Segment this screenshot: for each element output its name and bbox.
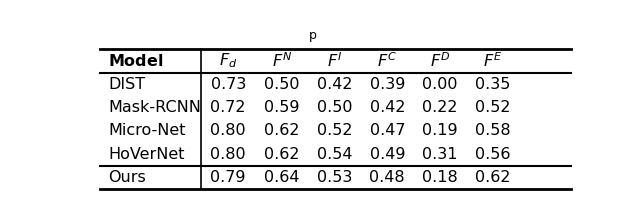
Text: 0.22: 0.22 <box>422 100 458 115</box>
Text: 0.62: 0.62 <box>475 170 511 185</box>
Text: 0.00: 0.00 <box>422 77 458 92</box>
Text: 0.79: 0.79 <box>211 170 246 185</box>
Text: 0.49: 0.49 <box>369 146 405 162</box>
Text: 0.50: 0.50 <box>317 100 352 115</box>
Text: 0.59: 0.59 <box>264 100 300 115</box>
Text: 0.64: 0.64 <box>264 170 300 185</box>
Text: 0.19: 0.19 <box>422 123 458 138</box>
Text: 0.58: 0.58 <box>475 123 511 138</box>
Text: 0.42: 0.42 <box>369 100 405 115</box>
Text: $\boldsymbol{F^E}$: $\boldsymbol{F^E}$ <box>483 52 502 70</box>
Text: $\boldsymbol{F^N}$: $\boldsymbol{F^N}$ <box>271 52 292 70</box>
Text: 0.80: 0.80 <box>211 123 246 138</box>
Text: 0.50: 0.50 <box>264 77 300 92</box>
Text: 0.53: 0.53 <box>317 170 352 185</box>
Text: $\boldsymbol{F^D}$: $\boldsymbol{F^D}$ <box>430 52 451 70</box>
Text: $\mathbf{Model}$: $\mathbf{Model}$ <box>108 53 163 69</box>
Text: 0.80: 0.80 <box>211 146 246 162</box>
Text: Micro-Net: Micro-Net <box>108 123 186 138</box>
Text: 0.56: 0.56 <box>475 146 511 162</box>
Text: 0.52: 0.52 <box>475 100 511 115</box>
Text: p: p <box>309 29 317 42</box>
Text: 0.73: 0.73 <box>211 77 246 92</box>
Text: 0.18: 0.18 <box>422 170 458 185</box>
Text: 0.72: 0.72 <box>211 100 246 115</box>
Text: HoVerNet: HoVerNet <box>108 146 184 162</box>
Text: $\boldsymbol{F^C}$: $\boldsymbol{F^C}$ <box>377 52 397 70</box>
Text: 0.48: 0.48 <box>369 170 405 185</box>
Text: 0.62: 0.62 <box>264 146 300 162</box>
Text: 0.39: 0.39 <box>369 77 405 92</box>
Text: 0.42: 0.42 <box>317 77 352 92</box>
Text: 0.31: 0.31 <box>422 146 458 162</box>
Text: 0.62: 0.62 <box>264 123 300 138</box>
Text: $\boldsymbol{F_d}$: $\boldsymbol{F_d}$ <box>219 52 237 70</box>
Text: Mask-RCNN: Mask-RCNN <box>108 100 201 115</box>
Text: 0.54: 0.54 <box>317 146 352 162</box>
Text: DIST: DIST <box>108 77 145 92</box>
Text: $\boldsymbol{F^I}$: $\boldsymbol{F^I}$ <box>327 52 342 70</box>
Text: Ours: Ours <box>108 170 146 185</box>
Text: 0.35: 0.35 <box>475 77 511 92</box>
Text: 0.52: 0.52 <box>317 123 352 138</box>
Text: 0.47: 0.47 <box>369 123 405 138</box>
